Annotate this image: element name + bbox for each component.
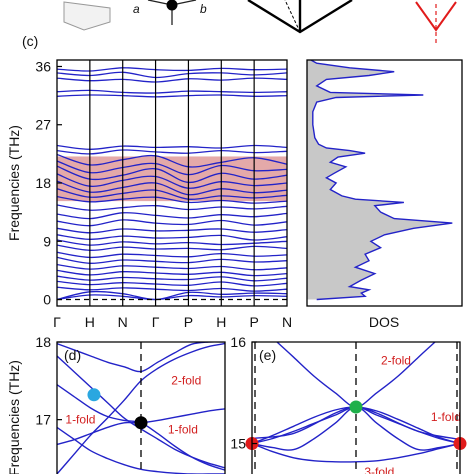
vector-label-b: b xyxy=(200,2,207,16)
band-line-2 xyxy=(57,77,287,83)
panel-e-band-3 xyxy=(252,442,460,463)
band-line-4 xyxy=(57,94,287,98)
panel-d-y-tick-label-1: 18 xyxy=(35,334,51,350)
band-line-10 xyxy=(57,173,287,189)
x-tick-label-3: Γ xyxy=(152,314,160,330)
x-tick-label-7: N xyxy=(282,314,292,330)
band-line-24 xyxy=(57,269,287,277)
band-line-29 xyxy=(57,294,287,301)
panel-e-frame xyxy=(251,341,461,474)
panel-e-nodes xyxy=(245,400,467,451)
band-line-8 xyxy=(57,160,287,176)
band-line-6 xyxy=(57,149,287,155)
y-tick-label-0: 0 xyxy=(43,292,51,308)
panel-label-d: (d) xyxy=(64,347,81,363)
band-line-9 xyxy=(57,165,287,184)
band-line-23 xyxy=(57,263,287,271)
dos-fill xyxy=(307,60,453,300)
y-tick-label-3: 27 xyxy=(35,117,51,133)
panel-d-annotations: 2-fold 1-fold 1-fold xyxy=(65,374,201,437)
band-line-18 xyxy=(57,234,287,241)
high-symmetry-lines xyxy=(89,60,255,306)
dos-x-label: DOS xyxy=(369,314,399,330)
panel-d-nodes xyxy=(87,388,148,430)
panel-e-y-tick-label-1: 16 xyxy=(230,334,246,350)
band-line-20 xyxy=(57,244,287,251)
dos-line xyxy=(310,60,453,301)
y-tick-label-2: 18 xyxy=(35,175,51,191)
band-line-3 xyxy=(57,89,287,94)
panel-e-annotations: 2-fold 1-fold 3-fold xyxy=(364,353,461,474)
y-tick-label-1: 9 xyxy=(43,233,51,249)
band-line-1 xyxy=(57,71,287,79)
panel-e-band-4 xyxy=(276,342,436,408)
x-tick-label-0: Γ xyxy=(53,314,61,330)
band-line-19 xyxy=(57,239,287,246)
panel-d-y-tick-label-0: 17 xyxy=(35,412,51,428)
band-line-26 xyxy=(57,280,287,287)
x-tick-label-6: P xyxy=(249,314,258,330)
band-line-0 xyxy=(57,67,287,72)
panel-e-annotation-1: 1-fold xyxy=(431,410,461,424)
panel-e-node-green xyxy=(349,400,363,414)
band-line-16 xyxy=(57,219,287,227)
x-tick-label-4: P xyxy=(184,314,193,330)
cube-sketch xyxy=(63,1,111,31)
panel-d-annotation-2: 1-fold xyxy=(168,423,198,437)
vector-label-a: a xyxy=(133,2,140,16)
band-line-17 xyxy=(57,227,287,234)
x-tick-label-1: H xyxy=(85,314,95,330)
band-line-21 xyxy=(57,251,287,259)
x-tick-label-2: N xyxy=(118,314,128,330)
band-line-11 xyxy=(57,180,287,196)
band-line-22 xyxy=(57,256,287,264)
band-line-15 xyxy=(57,212,287,220)
panel-d-frame xyxy=(56,341,226,474)
panel-e-annotation-2: 3-fold xyxy=(364,465,394,474)
panel-d-band-5 xyxy=(57,426,225,474)
panel-d-node-black xyxy=(134,416,148,430)
lattice-site-dot xyxy=(166,0,178,11)
band-line-12 xyxy=(57,188,287,201)
cone-sketch-black xyxy=(247,0,353,34)
top-strip: a b xyxy=(63,0,457,44)
band-line-5 xyxy=(57,144,287,150)
y-axis-label: Frequencies (THz) xyxy=(6,125,22,241)
panel-e-annotation-0: 2-fold xyxy=(381,353,411,367)
cone-sketch-red xyxy=(415,1,457,32)
panel-label-e: (e) xyxy=(259,347,276,363)
panel-label-c: (c) xyxy=(22,33,38,49)
cone-sketch-dash xyxy=(284,0,301,33)
panel-d-annotation-0: 2-fold xyxy=(171,374,201,388)
dos-frame xyxy=(306,59,463,307)
panel-d-y-axis-label: Frequencies (THz) xyxy=(6,360,22,474)
band-line-27 xyxy=(57,286,287,292)
dos-panel: DOS xyxy=(306,59,463,330)
panel-e-y-tick-label-0: 15 xyxy=(230,436,246,452)
band-line-14 xyxy=(57,204,287,211)
band-line-28 xyxy=(57,290,287,301)
band-line-13 xyxy=(57,195,287,204)
band-line-25 xyxy=(57,275,287,282)
panel-d-annotation-1: 1-fold xyxy=(65,413,95,427)
band-line-7 xyxy=(57,153,287,168)
x-tick-label-5: H xyxy=(216,314,226,330)
panel-c-plot: 0 9 18 27 36 Γ H N Γ P H P N Frequencies (THz) xyxy=(6,58,292,330)
band-lines xyxy=(57,67,287,301)
y-ticks: 0 9 18 27 36 xyxy=(35,58,62,308)
panel-d-node-cyan xyxy=(87,388,101,402)
y-tick-label-4: 36 xyxy=(35,58,51,74)
